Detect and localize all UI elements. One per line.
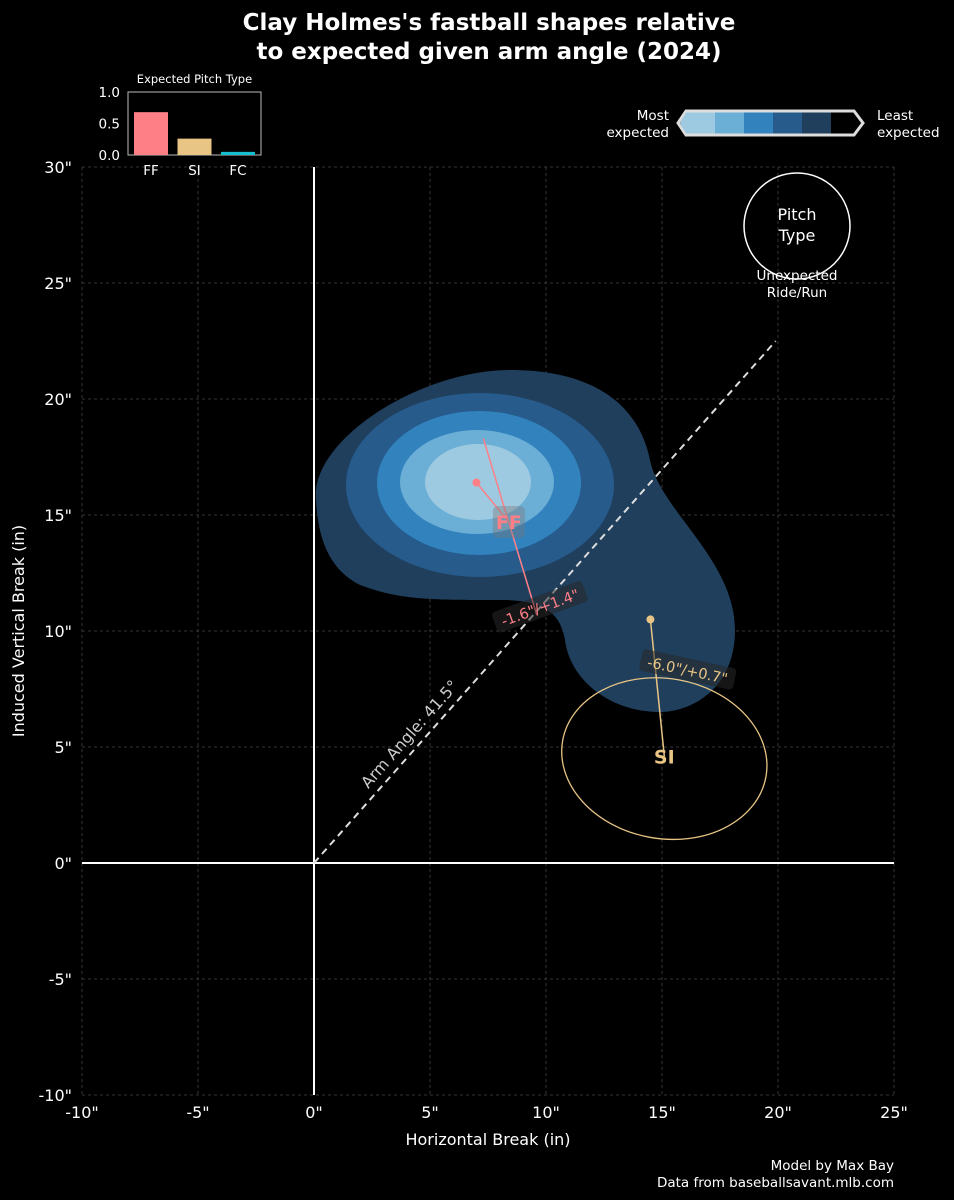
delta-label-box-FF xyxy=(492,581,588,633)
pitch-ellipse-SI xyxy=(561,677,768,841)
legend-circle-text-2: Type xyxy=(778,226,816,245)
legend-circle-text-1: Pitch xyxy=(778,205,817,224)
y-tick-label: 5" xyxy=(54,738,72,757)
axes: -10" -5" 0" 5" 10" 15" 20" 25" -10" -5" 0" 5" 10" 15"… xyxy=(39,158,908,1122)
density-contours xyxy=(315,370,735,712)
colorbar-right-label-2: expected xyxy=(877,125,940,141)
credit-model: Model by Max Bay xyxy=(771,1158,894,1174)
x-tick-label: 25" xyxy=(880,1103,908,1122)
pitch-label-SI: SI xyxy=(654,746,675,768)
chart-title-line2: to expected given arm angle (2024) xyxy=(256,39,721,65)
y-tick-label: 15" xyxy=(44,506,72,525)
y-tick-label: 10" xyxy=(44,622,72,641)
pitch-point-FF xyxy=(472,478,481,487)
colorbar-right-label-1: Least xyxy=(877,108,913,124)
pitch-label-FF: FF xyxy=(496,512,522,534)
x-tick-label: -10" xyxy=(65,1103,99,1122)
credit-data: Data from baseballsavant.mlb.com xyxy=(657,1175,894,1191)
inset-y-tick-label: 1.0 xyxy=(99,85,120,101)
y-axis-label: Induced Vertical Break (in) xyxy=(9,525,28,737)
inset-bar-chart: Expected Pitch Type 0.0 0.5 1.0 FF SI FC xyxy=(99,72,262,179)
colorbar-swatch xyxy=(744,112,773,134)
pitch-label-box-FF xyxy=(492,505,525,538)
y-tick-label: 20" xyxy=(44,390,72,409)
x-tick-label: 0" xyxy=(305,1103,323,1122)
colorbar-swatch xyxy=(686,112,715,134)
x-tick-label: 20" xyxy=(764,1103,792,1122)
chart-title-line1: Clay Holmes's fastball shapes relative xyxy=(243,10,736,36)
inset-x-tick-label: SI xyxy=(188,163,201,179)
inset-bar-SI xyxy=(177,138,212,155)
colorbar-swatch xyxy=(715,112,744,134)
colorbar-left-label-1: Most xyxy=(637,108,669,124)
inset-x-tick-label: FF xyxy=(143,163,159,179)
y-tick-label: 25" xyxy=(44,274,72,293)
arm-angle-label: Arm Angle: 41.5° xyxy=(357,676,462,792)
colorbar-left-arrow xyxy=(680,112,686,134)
y-tick-label: -5" xyxy=(49,970,72,989)
inset-y-tick-label: 0.5 xyxy=(99,117,120,133)
y-tick-label: 30" xyxy=(44,158,72,177)
grid xyxy=(81,166,895,1096)
inset-bar-FF xyxy=(134,112,168,155)
y-tick-label: -10" xyxy=(39,1086,73,1105)
legend-below-text-2: Ride/Run xyxy=(767,285,827,301)
delta-label-box-SI xyxy=(639,649,737,690)
pitch-leader-SI xyxy=(649,619,666,757)
inset-y-tick-label: 0.0 xyxy=(99,148,120,164)
y-tick-label: 0" xyxy=(54,854,72,873)
colorbar-swatch xyxy=(773,112,802,134)
legend-below-text-1: Unexpected xyxy=(757,268,838,284)
x-tick-label: 15" xyxy=(648,1103,676,1122)
pitch-vector-FF xyxy=(482,438,538,615)
inset-title: Expected Pitch Type xyxy=(137,72,252,86)
pitch-leader-FF xyxy=(475,482,510,523)
inset-bar-FC xyxy=(221,151,255,155)
x-tick-label: 10" xyxy=(532,1103,560,1122)
x-axis-label: Horizontal Break (in) xyxy=(405,1130,570,1149)
x-tick-label: -5" xyxy=(186,1103,209,1122)
pitch-point-SI xyxy=(646,615,655,624)
colorbar-left-label-2: expected xyxy=(606,125,669,141)
pitch-type-legend: Pitch Type Unexpected Ride/Run xyxy=(743,172,851,301)
colorbar-swatch xyxy=(831,112,852,134)
legend-circle xyxy=(743,172,851,280)
inset-x-tick-label: FC xyxy=(229,163,246,179)
colorbar-swatch xyxy=(802,112,831,134)
x-tick-label: 5" xyxy=(421,1103,439,1122)
